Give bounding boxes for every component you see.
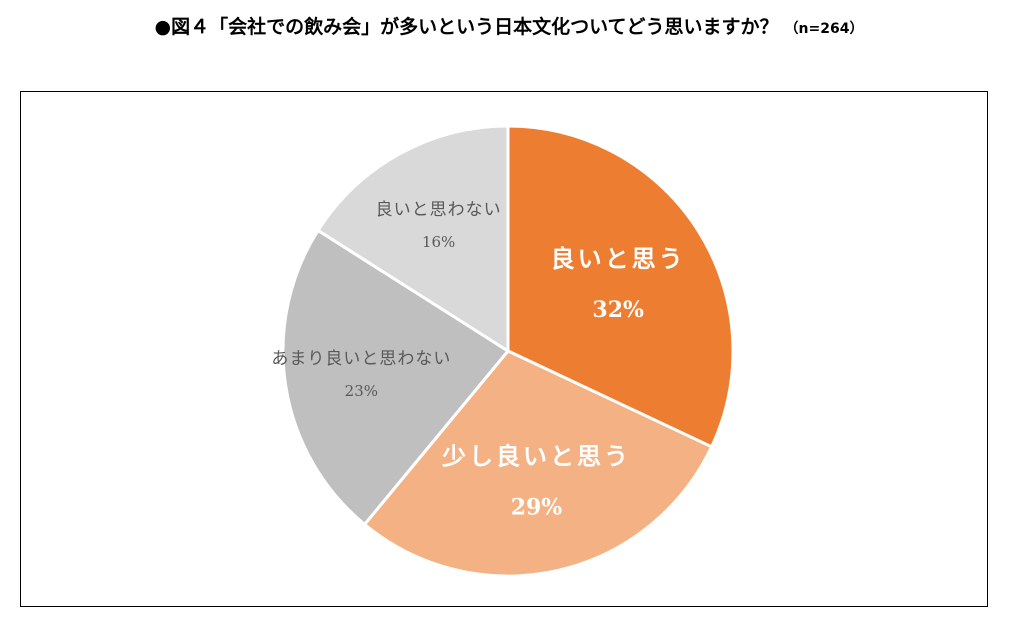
chart-title-main: ●図４「会社での飲み会」が多いという日本文化ついてどう思いますか？ bbox=[154, 16, 779, 38]
slice-value-3: 23% bbox=[345, 382, 378, 400]
pie-slice-4 bbox=[315, 124, 510, 354]
chart-title: ●図４「会社での飲み会」が多いという日本文化ついてどう思いますか？ （n=264） bbox=[0, 12, 1018, 39]
slice-value-1: 32% bbox=[592, 297, 644, 323]
pie-slice-1 bbox=[506, 124, 735, 449]
slice-label-4: 良いと思わない bbox=[376, 200, 502, 220]
slice-label-2: 少し良いと思う bbox=[441, 441, 631, 470]
pie-slice-2 bbox=[362, 349, 714, 578]
pie-slice-3 bbox=[281, 228, 511, 527]
slice-label-3: あまり良いと思わない bbox=[271, 349, 451, 369]
slice-value-2: 29% bbox=[511, 494, 563, 520]
slice-label-1: 良いと思う bbox=[551, 244, 686, 273]
slice-value-4: 16% bbox=[422, 233, 455, 251]
sample-size: （n=264） bbox=[784, 21, 864, 37]
